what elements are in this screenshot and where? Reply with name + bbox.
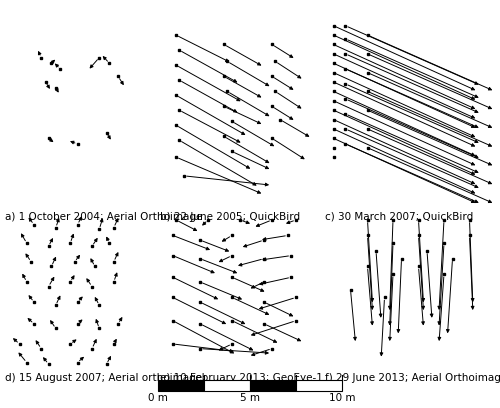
Text: b) 22 June 2005; QuickBird: b) 22 June 2005; QuickBird xyxy=(160,211,300,222)
Text: 0 m: 0 m xyxy=(148,393,168,403)
Text: 5 m: 5 m xyxy=(240,393,260,403)
Text: a) 1 October 2004; Aerial Orthoimage: a) 1 October 2004; Aerial Orthoimage xyxy=(5,211,202,222)
Text: d) 15 August 2007; Aerial orthoimage: d) 15 August 2007; Aerial orthoimage xyxy=(5,373,202,384)
Text: f) 29 June 2013; Aerial Orthoimage: f) 29 June 2013; Aerial Orthoimage xyxy=(325,373,500,384)
Bar xyxy=(250,380,296,391)
Text: e) 10 February 2013; GeoEye-1: e) 10 February 2013; GeoEye-1 xyxy=(160,373,323,384)
Bar xyxy=(204,380,250,391)
Bar xyxy=(296,380,343,391)
Text: c) 30 March 2007; QuickBird: c) 30 March 2007; QuickBird xyxy=(325,211,473,222)
Text: 10 m: 10 m xyxy=(329,393,355,403)
Bar xyxy=(158,380,204,391)
